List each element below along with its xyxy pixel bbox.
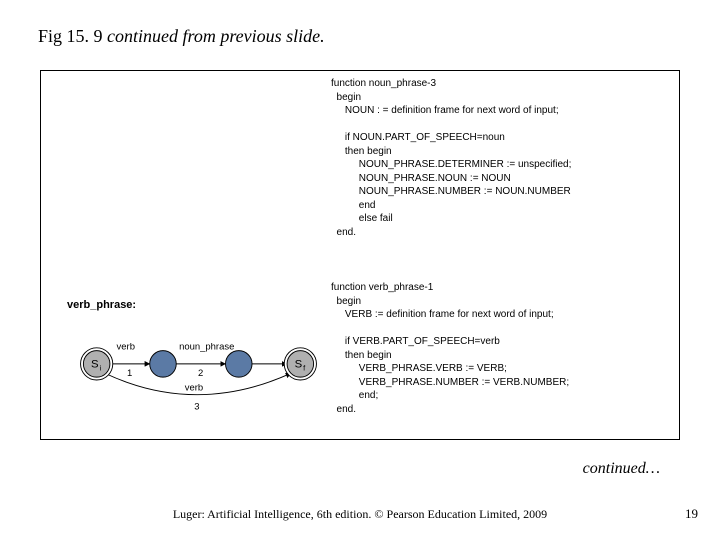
continued-text: continued… xyxy=(583,460,660,478)
state-diagram: SiSfverbnoun_phrase12verb3 xyxy=(66,326,331,416)
pseudocode-noun-phrase: function noun_phrase-3 begin NOUN : = de… xyxy=(331,77,571,239)
svg-text:S: S xyxy=(91,359,99,371)
content-box: function noun_phrase-3 begin NOUN : = de… xyxy=(40,70,680,440)
verb-phrase-label: verb_phrase: xyxy=(67,299,136,311)
svg-text:verb: verb xyxy=(117,342,135,353)
title-italic: continued from previous slide. xyxy=(107,26,325,46)
slide-title: Fig 15. 9 continued from previous slide. xyxy=(38,26,325,47)
svg-text:S: S xyxy=(295,359,303,371)
svg-text:2: 2 xyxy=(198,368,203,379)
svg-text:1: 1 xyxy=(127,368,132,379)
pseudocode-verb-phrase: function verb_phrase-1 begin VERB := def… xyxy=(331,281,569,416)
svg-text:3: 3 xyxy=(194,401,199,412)
footer-citation: Luger: Artificial Intelligence, 6th edit… xyxy=(0,507,720,522)
title-prefix: Fig 15. 9 xyxy=(38,26,107,46)
page-number: 19 xyxy=(685,506,698,522)
svg-text:noun_phrase: noun_phrase xyxy=(179,342,234,353)
svg-text:verb: verb xyxy=(185,382,203,393)
